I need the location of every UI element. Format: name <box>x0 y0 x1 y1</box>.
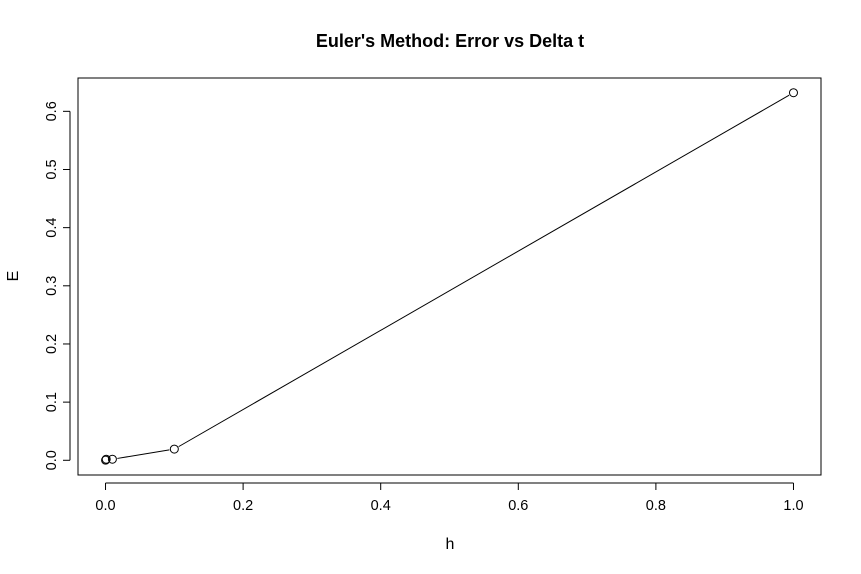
y-tick-label: 0.1 <box>44 392 60 412</box>
series-line-segment <box>178 94 790 448</box>
x-tick-label: 0.6 <box>508 498 528 514</box>
y-tick-label: 0.3 <box>44 276 60 296</box>
y-tick-label: 0.5 <box>44 159 60 179</box>
x-tick-label: 0.2 <box>233 498 253 514</box>
data-point <box>788 88 798 98</box>
data-point <box>101 454 111 464</box>
y-tick-label: 0.2 <box>44 334 60 354</box>
x-tick-label: 0.4 <box>371 498 391 514</box>
y-axis: 0.0 0.1 0.2 0.3 0.4 0.5 0.6 <box>44 101 71 470</box>
data-point <box>107 454 117 464</box>
y-tick-label: 0.4 <box>44 218 60 238</box>
data-point <box>169 444 179 454</box>
series-group <box>101 88 798 465</box>
x-axis-label: h <box>446 536 455 553</box>
plot-frame <box>77 77 822 476</box>
x-tick-label: 0.8 <box>646 498 666 514</box>
x-tick-label: 1.0 <box>783 498 803 514</box>
y-tick-label: 0.6 <box>44 101 60 121</box>
y-tick-label: 0.0 <box>44 450 60 470</box>
x-tick-label: 0.0 <box>95 498 115 514</box>
y-axis-label: E <box>5 271 22 282</box>
x-axis: 0.0 0.2 0.4 0.6 0.8 1.0 <box>95 482 804 514</box>
chart-title: Euler's Method: Error vs Delta t <box>316 31 584 51</box>
data-point <box>101 455 111 465</box>
series-line-segment <box>117 449 170 459</box>
